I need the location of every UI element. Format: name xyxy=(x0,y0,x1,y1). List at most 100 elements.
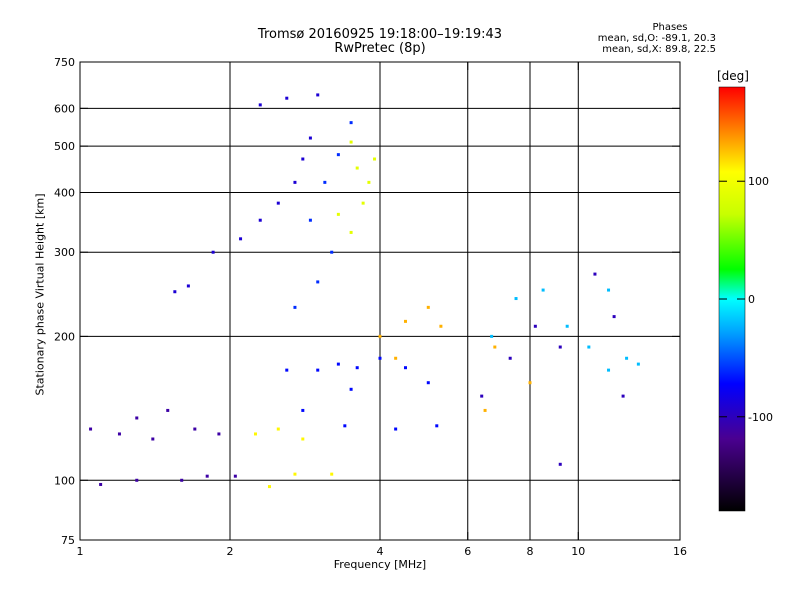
data-point xyxy=(480,394,484,398)
data-point xyxy=(99,482,103,486)
data-point xyxy=(349,387,353,391)
data-point xyxy=(316,280,320,284)
data-point xyxy=(276,201,280,205)
y-tick-label: 200 xyxy=(54,330,75,343)
y-axis-ticks: 75 100 200 300 400 500 600 750 xyxy=(54,56,680,547)
data-point xyxy=(612,315,616,319)
data-point xyxy=(508,356,512,360)
x-tick-label: 4 xyxy=(377,545,384,558)
data-point xyxy=(349,140,353,144)
data-point xyxy=(316,93,320,97)
data-point xyxy=(233,474,237,478)
x-tick-label: 2 xyxy=(227,545,234,558)
data-point xyxy=(394,427,398,431)
data-point xyxy=(403,319,407,323)
data-point xyxy=(301,437,305,441)
data-point xyxy=(293,180,297,184)
data-point xyxy=(373,157,377,161)
data-point xyxy=(403,366,407,370)
data-point xyxy=(636,362,640,366)
data-point xyxy=(593,272,597,276)
y-tick-label: 500 xyxy=(54,140,75,153)
x-tick-label: 1 xyxy=(77,545,84,558)
colorbar-tick-label: 100 xyxy=(748,175,769,188)
data-point xyxy=(607,288,611,292)
phase-stats-title: Phases xyxy=(652,22,688,33)
grid-lines xyxy=(80,62,680,540)
y-tick-label: 600 xyxy=(54,102,75,115)
y-tick-label: 100 xyxy=(54,474,75,487)
data-point xyxy=(239,237,243,241)
data-point xyxy=(439,324,443,328)
data-point xyxy=(565,324,569,328)
data-point xyxy=(293,305,297,309)
phase-stats: Phases mean, sd,O: -89.1, 20.3 mean, sd,… xyxy=(576,22,716,55)
data-point xyxy=(349,121,353,125)
data-point xyxy=(336,153,340,157)
data-point xyxy=(336,212,340,216)
x-tick-label: 8 xyxy=(527,545,534,558)
data-point xyxy=(514,297,518,301)
data-point xyxy=(367,180,371,184)
data-point xyxy=(258,218,262,222)
data-point xyxy=(426,381,430,385)
data-point xyxy=(211,250,215,254)
data-point xyxy=(308,218,312,222)
data-point xyxy=(301,408,305,412)
data-point xyxy=(180,478,184,482)
data-point xyxy=(361,201,365,205)
data-point xyxy=(301,157,305,161)
data-point xyxy=(267,485,271,489)
x-tick-label: 10 xyxy=(571,545,585,558)
data-point xyxy=(490,334,494,338)
data-point xyxy=(558,345,562,349)
data-point xyxy=(349,230,353,234)
data-point xyxy=(336,362,340,366)
data-point xyxy=(558,462,562,466)
data-point xyxy=(323,180,327,184)
data-point xyxy=(285,368,289,372)
data-point xyxy=(343,424,347,428)
y-tick-label: 75 xyxy=(61,534,75,547)
data-point xyxy=(378,334,382,338)
colorbar-unit: [deg] xyxy=(717,69,749,83)
y-axis-label: Stationary phase Virtual Height [km] xyxy=(33,193,47,396)
data-point xyxy=(253,432,257,436)
data-point xyxy=(625,356,629,360)
data-point xyxy=(276,427,280,431)
data-point xyxy=(173,290,177,294)
y-tick-label: 400 xyxy=(54,186,75,199)
data-point xyxy=(378,356,382,360)
colorbar-ticks: 100 0 -100 xyxy=(719,175,773,424)
data-point xyxy=(117,432,121,436)
colorbar-tick-label: 0 xyxy=(748,293,755,306)
data-points xyxy=(89,93,640,489)
data-point xyxy=(330,250,334,254)
data-point xyxy=(587,345,591,349)
data-point xyxy=(135,478,139,482)
data-point xyxy=(293,472,297,476)
phase-stats-o: mean, sd,O: -89.1, 20.3 xyxy=(597,33,716,44)
data-point xyxy=(483,408,487,412)
data-point xyxy=(258,103,262,107)
data-point xyxy=(355,366,359,370)
y-tick-label: 300 xyxy=(54,246,75,259)
data-point xyxy=(151,437,155,441)
chart-subtitle: RwPretec (8p) xyxy=(334,41,426,56)
data-point xyxy=(621,394,625,398)
data-point xyxy=(89,427,93,431)
data-point xyxy=(186,284,190,288)
data-point xyxy=(533,324,537,328)
data-point xyxy=(135,416,139,420)
data-point xyxy=(193,427,197,431)
x-axis-label: Frequency [MHz] xyxy=(333,558,427,571)
data-point xyxy=(493,345,497,349)
data-point xyxy=(316,368,320,372)
chart-title: Tromsø 20160925 19:18:00–19:19:43 xyxy=(257,27,503,42)
y-tick-label: 750 xyxy=(54,56,75,69)
data-point xyxy=(166,408,170,412)
data-point xyxy=(308,136,312,140)
data-point xyxy=(217,432,221,436)
x-tick-label: 6 xyxy=(464,545,471,558)
